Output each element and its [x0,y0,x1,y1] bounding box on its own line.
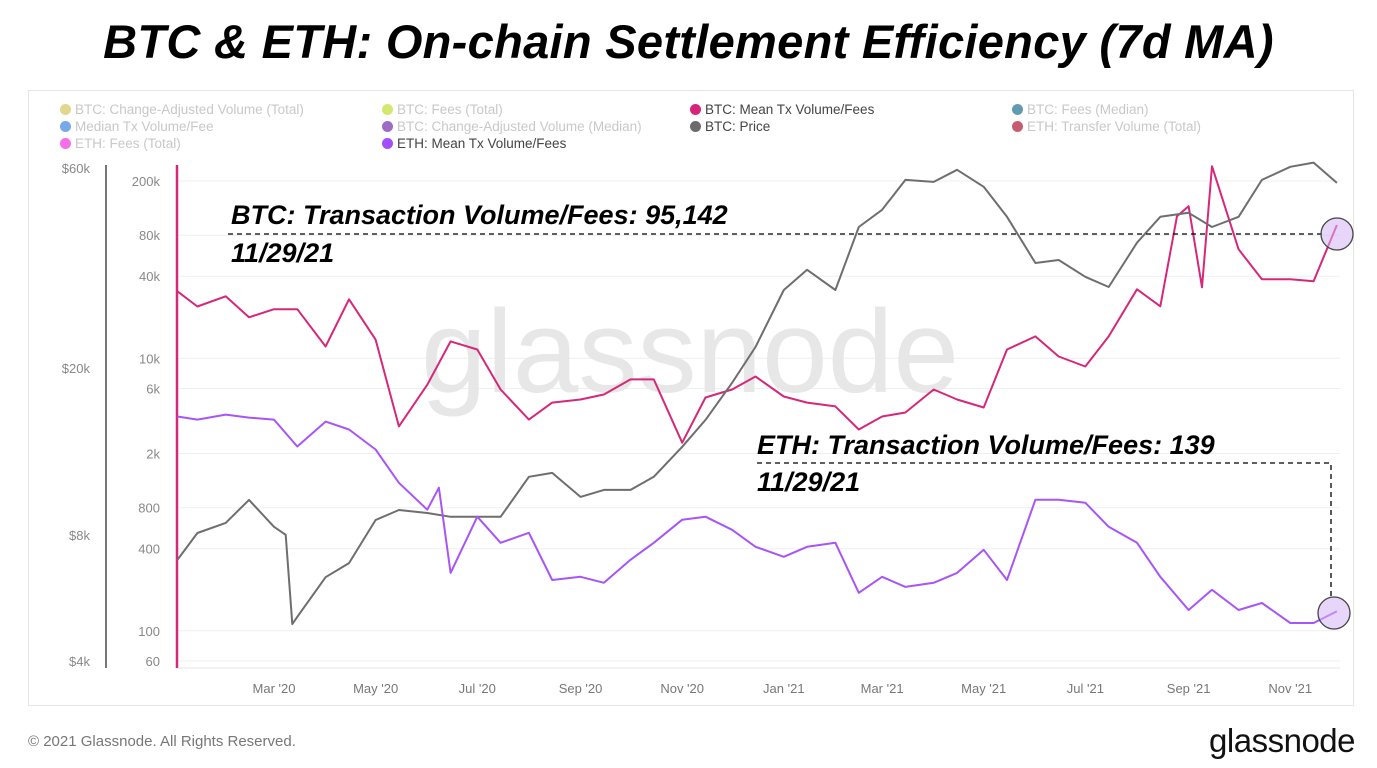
legend-dot-icon [690,104,701,115]
series-lines [176,161,1338,626]
price-tick-label: $20k [62,361,91,376]
legend-item[interactable]: ETH: Mean Tx Volume/Fees [382,136,566,151]
legend-label: Median Tx Volume/Fee [75,119,214,134]
legend-item[interactable]: ETH: Fees (Total) [60,136,181,151]
eth-annotation-leader [757,462,1332,598]
eth-highlight-circle [1317,596,1351,630]
series-line-btc-price [176,161,1338,626]
legend-item[interactable]: BTC: Fees (Total) [382,102,503,117]
x-tick-label: Jan '21 [763,681,805,696]
btc-highlight-circle [1320,217,1354,251]
x-tick-label: Mar '21 [861,681,904,696]
x-tick-label: May '20 [353,681,398,696]
ratio-tick-label: 80k [139,228,160,243]
legend-dot-icon [382,104,393,115]
x-tick-label: Nov '20 [660,681,704,696]
x-tick-label: Nov '21 [1268,681,1312,696]
ratio-tick-label: 10k [139,351,160,366]
ratio-tick-label: 100 [138,624,160,639]
legend-label: BTC: Price [705,119,771,134]
x-axis-ticks: Mar '20 May '20 Jul '20 Sep '20 Nov '20 Jan '… [253,681,1313,696]
series-line-btc-ratio [176,165,1338,444]
btc-annotation-date: 11/29/21 [231,238,335,268]
x-tick-label: May '21 [961,681,1006,696]
x-tick-label: Mar '20 [253,681,296,696]
page-title: BTC & ETH: On-chain Settlement Efficienc… [103,15,1274,68]
legend-label: BTC: Fees (Median) [1027,102,1149,117]
ratio-tick-label: 2k [146,447,160,462]
watermark: glassnode [421,286,959,418]
ratio-tick-label: 400 [138,542,160,557]
legend-dot-icon [1012,104,1023,115]
legend-item[interactable]: BTC: Mean Tx Volume/Fees [690,102,874,117]
legend-label: ETH: Mean Tx Volume/Fees [397,136,567,151]
ratio-tick-label: 800 [138,501,160,516]
x-tick-label: Sep '20 [559,681,603,696]
footer-copyright: © 2021 Glassnode. All Rights Reserved. [28,733,296,750]
ratio-tick-label: 6k [146,381,160,396]
y-axis-ticks: 200k 80k 40k 10k 6k 2k 800 400 100 60 $60k $20k $8k $… [62,161,161,669]
legend-label: BTC: Mean Tx Volume/Fees [705,102,875,117]
legend-dot-icon [60,121,71,132]
legend-dot-icon [60,104,71,115]
legend-item[interactable]: BTC: Fees (Median) [1012,102,1149,117]
ratio-tick-label: 60 [146,654,160,669]
x-tick-label: Jul '21 [1067,681,1104,696]
legend-item[interactable]: BTC: Change-Adjusted Volume (Total) [60,102,304,117]
price-tick-label: $8k [69,528,90,543]
legend-label: ETH: Transfer Volume (Total) [1027,119,1202,134]
gridlines [178,180,1340,669]
x-tick-label: Jul '20 [459,681,496,696]
legend-dot-icon [1012,121,1023,132]
glassnode-logo: glassnode [1209,722,1355,759]
btc-annotation-label: BTC: Transaction Volume/Fees: 95,142 [231,200,728,230]
ratio-tick-label: 40k [139,269,160,284]
ratio-tick-label: 200k [132,174,161,189]
legend-label: ETH: Fees (Total) [75,136,181,151]
series-line-eth-ratio [177,413,1338,624]
legend-label: BTC: Fees (Total) [397,102,503,117]
chart-panel [28,90,1354,706]
eth-annotation-label: ETH: Transaction Volume/Fees: 139 [757,430,1215,460]
legend-item[interactable]: BTC: Change-Adjusted Volume (Median) [382,119,642,134]
eth-annotation-date: 11/29/21 [757,467,861,497]
legend-item[interactable]: Median Tx Volume/Fee [60,119,214,134]
legend-label: BTC: Change-Adjusted Volume (Total) [75,102,304,117]
legend-item[interactable]: BTC: Price [690,119,770,134]
legend-dot-icon [60,138,71,149]
price-tick-label: $4k [69,654,90,669]
legend-dot-icon [382,138,393,149]
price-tick-label: $60k [62,161,91,176]
x-tick-label: Sep '21 [1167,681,1211,696]
legend-item[interactable]: ETH: Transfer Volume (Total) [1012,119,1201,134]
legend-dot-icon [690,121,701,132]
legend-dot-icon [382,121,393,132]
legend-label: BTC: Change-Adjusted Volume (Median) [397,119,642,134]
